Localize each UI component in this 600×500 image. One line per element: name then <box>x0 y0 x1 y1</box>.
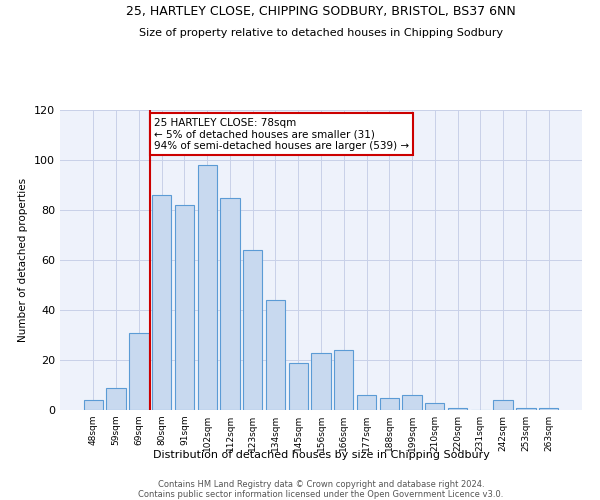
Bar <box>493 400 513 410</box>
Bar <box>266 300 285 410</box>
Bar <box>539 408 558 410</box>
Bar <box>152 195 172 410</box>
Bar <box>357 395 376 410</box>
Bar <box>175 205 194 410</box>
Bar <box>243 250 262 410</box>
Bar <box>516 408 536 410</box>
Bar <box>197 165 217 410</box>
Bar <box>220 198 239 410</box>
Text: Size of property relative to detached houses in Chipping Sodbury: Size of property relative to detached ho… <box>139 28 503 38</box>
Bar <box>289 362 308 410</box>
Y-axis label: Number of detached properties: Number of detached properties <box>19 178 28 342</box>
Bar <box>425 402 445 410</box>
Bar <box>403 395 422 410</box>
Bar <box>84 400 103 410</box>
Bar <box>380 398 399 410</box>
Bar <box>311 352 331 410</box>
Text: 25 HARTLEY CLOSE: 78sqm
← 5% of detached houses are smaller (31)
94% of semi-det: 25 HARTLEY CLOSE: 78sqm ← 5% of detached… <box>154 118 409 150</box>
Bar <box>129 332 149 410</box>
Bar <box>448 408 467 410</box>
Text: Contains HM Land Registry data © Crown copyright and database right 2024.
Contai: Contains HM Land Registry data © Crown c… <box>139 480 503 500</box>
Bar <box>106 388 126 410</box>
Text: Distribution of detached houses by size in Chipping Sodbury: Distribution of detached houses by size … <box>152 450 490 460</box>
Bar <box>334 350 353 410</box>
Text: 25, HARTLEY CLOSE, CHIPPING SODBURY, BRISTOL, BS37 6NN: 25, HARTLEY CLOSE, CHIPPING SODBURY, BRI… <box>126 5 516 18</box>
